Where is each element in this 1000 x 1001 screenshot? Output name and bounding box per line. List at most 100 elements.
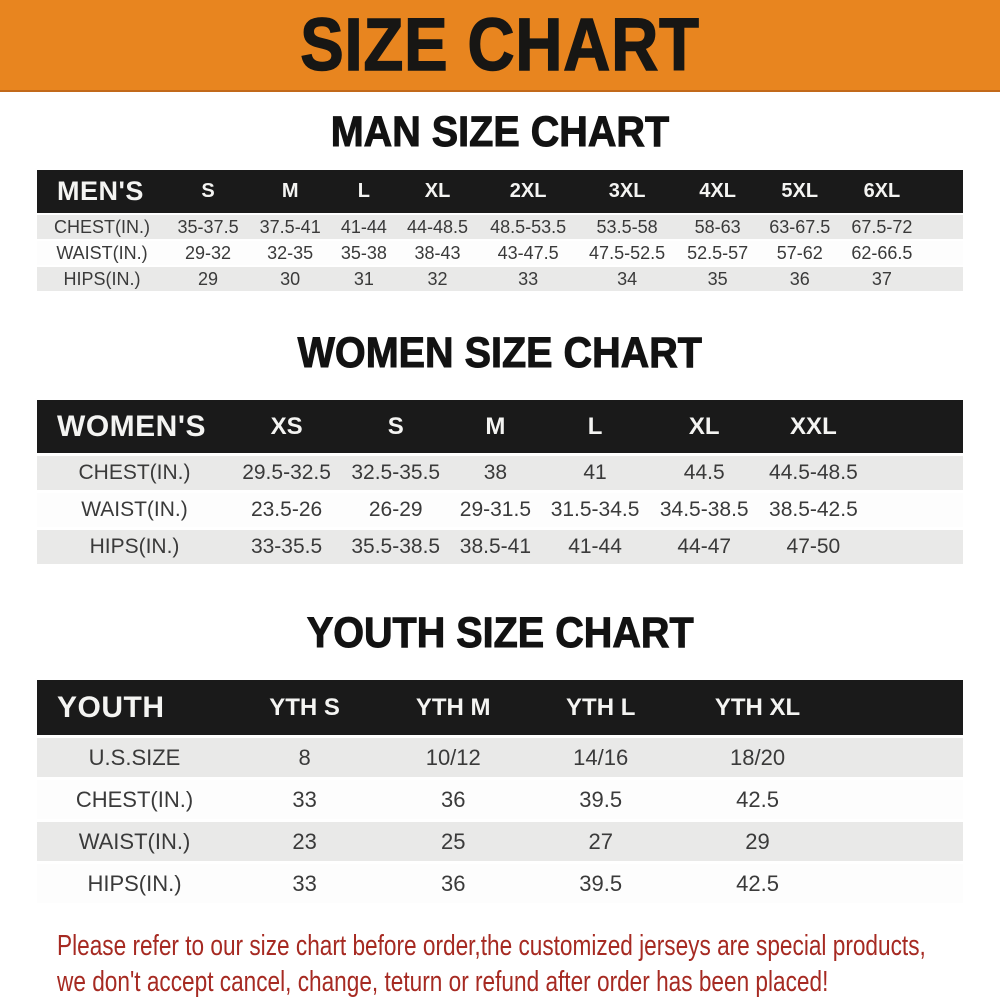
cell: 37.5-41 bbox=[259, 216, 321, 237]
youth-ussize-row: U.S.SIZE 8 10/12 14/16 18/20 bbox=[37, 736, 963, 779]
women-group-label: WOMEN'S bbox=[37, 400, 232, 455]
cell: 34.5-38.5 bbox=[659, 498, 749, 521]
spacer-cell bbox=[923, 170, 963, 214]
cell: 25 bbox=[440, 828, 466, 854]
spacer-cell bbox=[923, 240, 963, 266]
spacer-cell bbox=[923, 266, 963, 291]
cell: 39.5 bbox=[579, 786, 623, 812]
row-label: CHEST(IN.) bbox=[54, 216, 150, 237]
cell: 8 bbox=[298, 744, 311, 770]
cell: 14/16 bbox=[573, 744, 629, 770]
men-hips-row: HIPS(IN.) 29 30 31 32 33 34 35 36 37 bbox=[37, 266, 963, 291]
youth-size-header-xl: YTH XL bbox=[672, 680, 843, 737]
row-label: WAIST(IN.) bbox=[56, 242, 148, 263]
youth-size-header-s: YTH S bbox=[232, 680, 378, 737]
cell: 32 bbox=[427, 268, 448, 289]
women-waist-row: WAIST(IN.) 23.5-26 26-29 29-31.5 31.5-34… bbox=[37, 491, 963, 529]
cell: 35.5-38.5 bbox=[351, 535, 441, 558]
cell: 37 bbox=[871, 268, 892, 289]
men-size-header-m: M bbox=[249, 170, 332, 214]
cell: 57-62 bbox=[776, 242, 823, 263]
row-label: U.S.SIZE bbox=[88, 744, 181, 770]
cell: 32-35 bbox=[267, 242, 314, 263]
cell: 29-32 bbox=[185, 242, 232, 263]
youth-size-header-l: YTH L bbox=[529, 680, 673, 737]
footer-note: Please refer to our size chart before or… bbox=[57, 929, 1000, 1001]
men-size-header-6xl: 6XL bbox=[840, 170, 923, 214]
men-size-header-s: S bbox=[167, 170, 250, 214]
cell: 29-31.5 bbox=[459, 498, 532, 521]
cell: 35-38 bbox=[340, 242, 387, 263]
cell: 36 bbox=[440, 786, 466, 812]
youth-header-row: YOUTH YTH S YTH M YTH L YTH XL bbox=[37, 680, 963, 737]
spacer-cell bbox=[868, 492, 963, 529]
cell: 53.5-58 bbox=[596, 216, 658, 237]
banner: SIZE CHART bbox=[0, 0, 1000, 92]
men-waist-row: WAIST(IN.) 29-32 32-35 35-38 38-43 43-47… bbox=[37, 240, 963, 266]
women-chest-row: CHEST(IN.) 29.5-32.5 32.5-35.5 38 41 44.… bbox=[37, 454, 963, 492]
youth-section-heading-text: YOUTH SIZE CHART bbox=[306, 609, 694, 657]
men-section-heading-text: MAN SIZE CHART bbox=[330, 108, 670, 156]
women-size-table: WOMEN'S XS S M L XL XXL CHEST(IN.) 29.5-… bbox=[37, 400, 963, 564]
men-section: MAN SIZE CHART MEN'S S M L XL 2XL 3XL 4X… bbox=[0, 108, 1000, 291]
spacer-cell bbox=[923, 214, 963, 240]
cell: 34 bbox=[617, 268, 638, 289]
cell: 35 bbox=[707, 268, 728, 289]
men-size-table: MEN'S S M L XL 2XL 3XL 4XL 5XL 6XL CHEST… bbox=[37, 170, 963, 291]
women-section: WOMEN SIZE CHART WOMEN'S XS S M L XL XXL… bbox=[0, 329, 1000, 564]
cell: 36 bbox=[789, 268, 810, 289]
men-size-header-xl: XL bbox=[396, 170, 479, 214]
cell: 62-66.5 bbox=[851, 242, 913, 263]
banner-title: SIZE CHART bbox=[300, 3, 700, 86]
spacer-cell bbox=[843, 779, 963, 821]
cell: 44-47 bbox=[677, 535, 732, 558]
footer-note-line1: Please refer to our size chart before or… bbox=[57, 930, 926, 962]
row-label: WAIST(IN.) bbox=[78, 828, 191, 854]
spacer-cell bbox=[843, 863, 963, 904]
cell: 43-47.5 bbox=[497, 242, 559, 263]
cell: 26-29 bbox=[368, 498, 423, 521]
youth-chest-row: CHEST(IN.) 33 36 39.5 42.5 bbox=[37, 778, 963, 821]
women-section-heading-text: WOMEN SIZE CHART bbox=[297, 329, 703, 377]
cell: 41-44 bbox=[340, 216, 387, 237]
youth-size-header-m: YTH M bbox=[377, 680, 530, 737]
cell: 30 bbox=[280, 268, 301, 289]
cell: 33 bbox=[292, 786, 317, 812]
cell: 52.5-57 bbox=[687, 242, 749, 263]
men-size-header-2xl: 2XL bbox=[478, 170, 578, 214]
cell: 38.5-41 bbox=[459, 535, 532, 558]
men-chest-row: CHEST(IN.) 35-37.5 37.5-41 41-44 44-48.5… bbox=[37, 214, 963, 240]
cell: 47-50 bbox=[786, 535, 841, 558]
cell: 38 bbox=[483, 461, 508, 484]
footer-note-line2: we don't accept cancel, change, teturn o… bbox=[57, 965, 829, 998]
cell: 63-67.5 bbox=[769, 216, 831, 237]
cell: 47.5-52.5 bbox=[589, 242, 666, 263]
men-size-header-4xl: 4XL bbox=[676, 170, 759, 214]
women-hips-row: HIPS(IN.) 33-35.5 35.5-38.5 38.5-41 41-4… bbox=[37, 528, 963, 565]
cell: 33-35.5 bbox=[250, 535, 323, 558]
spacer-cell bbox=[868, 529, 963, 565]
cell: 38-43 bbox=[414, 242, 461, 263]
cell: 27 bbox=[588, 828, 613, 854]
spacer-cell bbox=[868, 455, 963, 492]
cell: 41-44 bbox=[568, 535, 622, 558]
men-header-row: MEN'S S M L XL 2XL 3XL 4XL 5XL 6XL bbox=[37, 170, 963, 214]
row-label: WAIST(IN.) bbox=[81, 498, 188, 521]
men-group-label: MEN'S bbox=[37, 170, 167, 214]
cell: 18/20 bbox=[730, 744, 786, 770]
women-size-header-xxl: XXL bbox=[758, 400, 868, 455]
cell: 44.5 bbox=[683, 461, 725, 484]
cell: 44.5-48.5 bbox=[769, 461, 858, 484]
cell: 33 bbox=[518, 268, 539, 289]
women-size-header-m: M bbox=[450, 400, 541, 455]
women-size-header-xs: XS bbox=[232, 400, 342, 455]
cell: 39.5 bbox=[579, 870, 623, 896]
women-size-header-xl: XL bbox=[649, 400, 759, 455]
youth-waist-row: WAIST(IN.) 23 25 27 29 bbox=[37, 820, 963, 863]
cell: 35-37.5 bbox=[177, 216, 239, 237]
women-header-row: WOMEN'S XS S M L XL XXL bbox=[37, 400, 963, 455]
youth-size-table: YOUTH YTH S YTH M YTH L YTH XL U.S.SIZE … bbox=[37, 680, 963, 903]
cell: 42.5 bbox=[736, 786, 779, 812]
youth-hips-row: HIPS(IN.) 33 36 39.5 42.5 bbox=[37, 862, 963, 904]
